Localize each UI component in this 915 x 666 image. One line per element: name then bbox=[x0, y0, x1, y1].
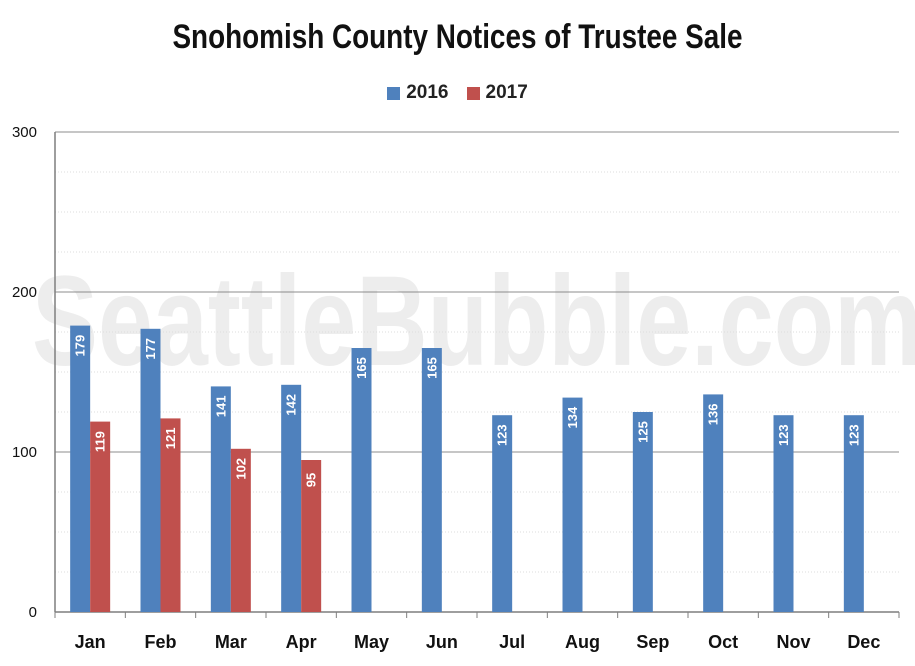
x-tick-label: Feb bbox=[144, 632, 176, 652]
x-tick-label: Jun bbox=[426, 632, 458, 652]
x-tick-label: Mar bbox=[215, 632, 247, 652]
legend-item-2017[interactable]: 2017 bbox=[466, 82, 528, 104]
x-tick-label: Oct bbox=[708, 632, 738, 652]
bar-2016[interactable] bbox=[773, 415, 794, 612]
x-tick-label: Jul bbox=[499, 632, 525, 652]
bar-2016[interactable] bbox=[492, 415, 513, 612]
bar-2017[interactable] bbox=[160, 418, 181, 612]
bar-2017[interactable] bbox=[90, 421, 111, 612]
bar-2017[interactable] bbox=[301, 460, 322, 612]
x-tick-label: Sep bbox=[636, 632, 669, 652]
data-label: 136 bbox=[706, 404, 721, 426]
bar-2016[interactable] bbox=[70, 325, 91, 612]
data-label: 142 bbox=[284, 394, 299, 416]
legend-label-2017: 2017 bbox=[485, 82, 528, 103]
bar-2016[interactable] bbox=[210, 386, 231, 612]
bar-2016[interactable] bbox=[281, 384, 302, 612]
data-label: 121 bbox=[163, 428, 178, 450]
x-tick-label: Jan bbox=[75, 632, 106, 652]
data-label: 119 bbox=[93, 431, 108, 452]
data-label: 141 bbox=[213, 396, 228, 418]
data-label: 165 bbox=[424, 357, 439, 379]
legend-swatch-2016 bbox=[387, 86, 401, 100]
watermark-text: SeattleBubble.com bbox=[32, 250, 915, 393]
bar-2016[interactable] bbox=[562, 397, 583, 612]
bar-2016[interactable] bbox=[421, 348, 442, 612]
x-tick-label: Aug bbox=[565, 632, 600, 652]
bar-2016[interactable] bbox=[843, 415, 864, 612]
data-label: 165 bbox=[354, 357, 369, 379]
data-label: 95 bbox=[304, 473, 319, 487]
y-tick-label: 100 bbox=[12, 444, 37, 461]
data-label: 123 bbox=[495, 424, 510, 446]
legend-label-2016: 2016 bbox=[406, 82, 449, 103]
bar-2017[interactable] bbox=[230, 448, 251, 612]
y-tick-label: 300 bbox=[12, 124, 37, 141]
data-label: 123 bbox=[776, 424, 791, 446]
data-label: 125 bbox=[635, 421, 650, 443]
data-label: 177 bbox=[143, 338, 158, 360]
x-tick-label: Apr bbox=[286, 632, 317, 652]
x-tick-label: May bbox=[354, 632, 389, 652]
x-tick-label: Dec bbox=[847, 632, 880, 652]
legend: 2016 2017 bbox=[0, 82, 915, 104]
bar-2016[interactable] bbox=[632, 412, 653, 612]
y-tick-label: 0 bbox=[29, 604, 37, 621]
x-tick-label: Nov bbox=[776, 632, 810, 652]
bar-2016[interactable] bbox=[351, 348, 372, 612]
data-label: 134 bbox=[565, 406, 580, 428]
data-label: 123 bbox=[846, 424, 861, 446]
bar-2016[interactable] bbox=[703, 394, 724, 612]
data-label: 179 bbox=[73, 335, 88, 357]
chart-title: Snohomish County Notices of Trustee Sale bbox=[172, 18, 743, 56]
legend-item-2016[interactable]: 2016 bbox=[387, 82, 449, 104]
y-tick-label: 200 bbox=[12, 284, 37, 301]
bar-2016[interactable] bbox=[140, 328, 161, 612]
data-label: 102 bbox=[233, 458, 248, 480]
legend-swatch-2017 bbox=[466, 86, 480, 100]
